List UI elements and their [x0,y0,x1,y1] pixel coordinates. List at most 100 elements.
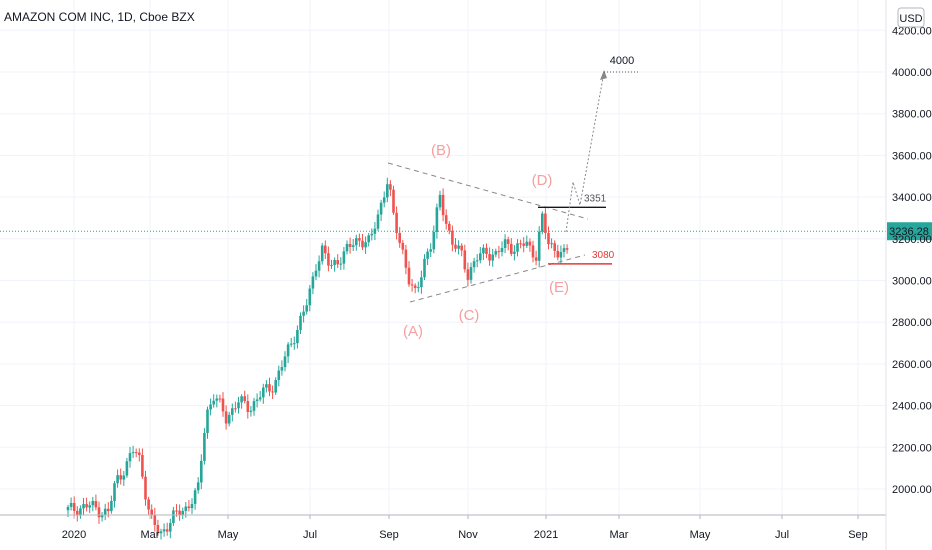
annotations: 3236.28 3351 3080 4000 (A) (B) (C) (D) (E) [0,55,932,340]
candle-body [178,510,181,516]
candle-body [119,475,122,480]
candle-body [227,414,231,424]
y-tick-label: 4000.00 [892,67,932,79]
candle-body [531,245,535,258]
candle-body [339,263,343,265]
candle-body [392,189,395,213]
x-tick-label: Nov [458,529,478,541]
y-tick-label: 4200.00 [892,25,932,37]
candle-body [491,254,494,261]
candle-body [141,454,144,477]
candle-body [184,506,188,511]
candle-body [268,384,271,392]
candle-body [376,214,380,229]
candle-body [336,260,339,265]
candle-body [324,245,327,254]
candle-body [237,402,240,409]
candle-body [528,241,532,246]
candle-body [494,251,498,255]
candle-body [162,529,166,532]
candle-body [296,329,299,344]
x-tick-label: Mar [610,529,629,541]
candle-body [506,239,510,244]
y-tick-label: 2800.00 [892,317,932,329]
candle-body [218,398,222,400]
candle-body [370,233,374,236]
candle-body [200,460,203,483]
candle-body [221,398,225,412]
candle-body [361,240,364,248]
candle-body [169,523,172,532]
candle-body [274,380,277,393]
candle-body [187,506,191,509]
candle-body [525,241,529,246]
candle-body [286,344,290,357]
candle-body [224,411,228,424]
candle-body [308,288,312,306]
candle-body [503,239,507,248]
candle-body [283,356,287,368]
candle-body [386,184,389,198]
candle-body [258,397,262,400]
candle-body [206,409,209,434]
candle-body [395,212,398,234]
candle-body [262,387,265,398]
candle-body [159,531,163,534]
wave-label: (E) [549,279,569,296]
wave-label: (A) [403,323,423,340]
candle-body [420,277,423,288]
x-tick-label: May [218,529,239,541]
grid-lines [0,0,886,515]
candlestick-series [66,177,569,540]
resistance-label: 3351 [584,193,607,204]
candle-body [193,490,197,504]
candle-body [342,251,346,264]
candle-body [153,514,157,525]
candle-body [407,267,411,285]
candle-body [466,269,470,280]
candle-body [122,475,126,480]
x-tick-label: Jul [303,529,317,541]
x-tick-label: Sep [848,529,868,541]
currency-button[interactable]: USD [897,7,925,28]
candle-body [91,501,95,506]
last-price-label: 3236.28 [889,226,929,238]
x-tick-label: Sep [379,529,399,541]
upper-trendline [387,162,589,220]
candle-body [252,401,256,411]
candle-body [348,243,352,247]
candle-body [302,311,305,316]
candle-body [333,260,336,265]
support-label: 3080 [592,250,615,261]
candle-body [215,398,219,401]
wave-label: (C) [459,307,480,324]
y-tick-label: 2000.00 [892,484,932,496]
candle-body [358,238,361,241]
candle-body [382,197,386,203]
candle-body [234,408,237,410]
candle-body [562,248,566,252]
candle-body [110,500,113,512]
candle-body [497,251,501,253]
candle-body [277,370,281,381]
candle-body [125,461,129,476]
candle-body [373,228,377,234]
candle-body [482,247,485,254]
candle-body [559,251,563,258]
candle-body [82,504,85,509]
candle-body [565,248,569,250]
chart-title: AMAZON COM INC, 1D, Cboe BZX [4,10,195,24]
candle-body [417,287,420,289]
candle-body [314,270,318,277]
candle-body [438,194,442,208]
candle-body [320,245,324,262]
candle-body [246,401,250,413]
candle-body [76,510,79,516]
candle-body [522,243,525,246]
candle-body [479,253,482,261]
last-price-badge [887,222,932,241]
candle-body [131,452,135,454]
candle-body [404,249,408,268]
